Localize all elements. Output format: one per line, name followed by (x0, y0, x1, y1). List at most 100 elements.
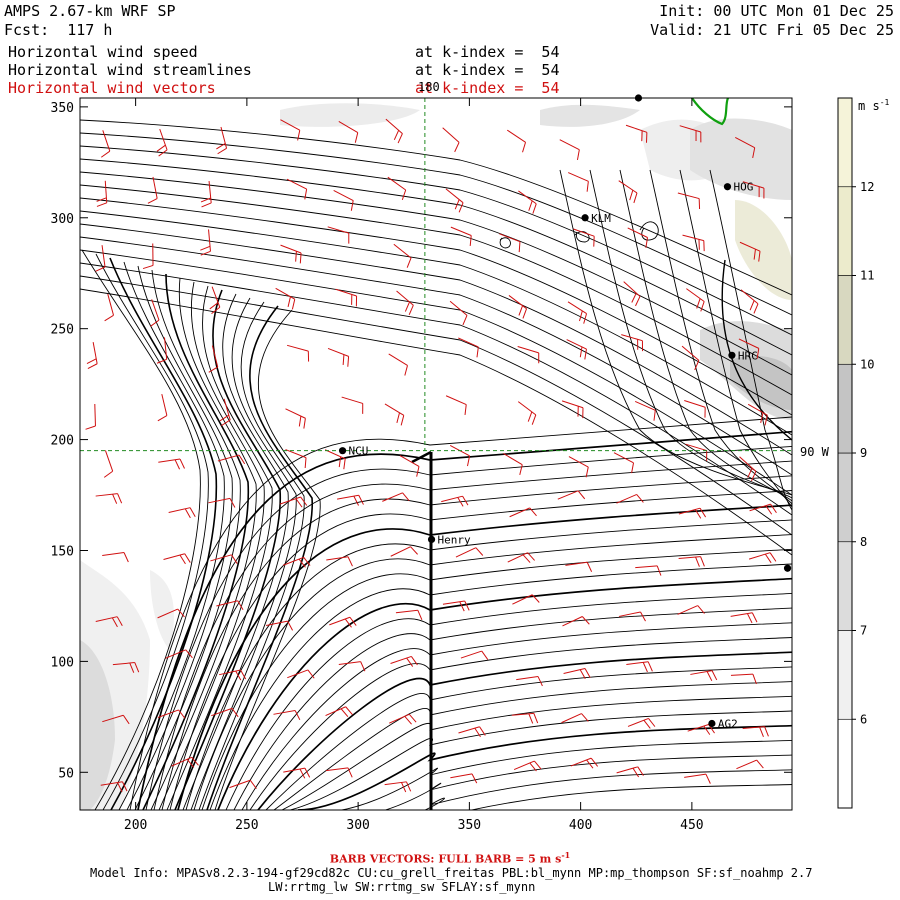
streamline-south-15 (249, 637, 792, 810)
barb-shaft (388, 353, 408, 366)
barb-shaft (94, 404, 96, 427)
barb-flag (648, 718, 656, 727)
wind-barb (677, 192, 701, 210)
barb-flag (134, 662, 140, 673)
wind-barb (142, 243, 154, 270)
barb-shaft (509, 507, 530, 518)
barb-flag (200, 197, 211, 203)
barb-flag (104, 314, 114, 322)
barb-shaft (285, 408, 306, 419)
barb-shaft (335, 288, 357, 297)
barb-flag (469, 235, 472, 246)
streamline-south-1 (137, 430, 792, 810)
barb-flag (191, 756, 199, 766)
barb-flag (157, 415, 168, 422)
barb-shaft (333, 190, 354, 201)
speed-shade-4 (730, 355, 792, 410)
barb-shaft (458, 726, 480, 734)
wind-barb (150, 299, 160, 327)
barb-flag (401, 782, 407, 793)
barb-shaft (107, 293, 114, 316)
streamline-west-0 (81, 249, 201, 810)
barb-flag (706, 671, 713, 682)
colorbar-frame (837, 97, 853, 809)
wind-barb (390, 546, 418, 557)
wind-barb (507, 552, 535, 563)
wind-barb (450, 773, 478, 784)
streamline-west-4 (126, 265, 233, 810)
map-overlay (80, 98, 792, 452)
barb-shaft (208, 181, 212, 204)
wind-barb (570, 757, 599, 769)
barb-flag (629, 190, 634, 201)
barb-shaft (616, 494, 637, 504)
barb-flag (304, 767, 311, 778)
wind-barb (165, 649, 193, 659)
streamline-south-24 (322, 769, 792, 810)
barb-shaft (511, 712, 534, 716)
barb-flag (583, 313, 588, 324)
streamline-east-5 (709, 169, 792, 511)
barb-flag (404, 301, 410, 312)
barb-flag (393, 130, 400, 141)
barb-flag (527, 411, 533, 422)
colorbar-bin (837, 97, 853, 188)
colorbar-label: 10 (860, 357, 874, 371)
x-tick-label: 250 (235, 818, 258, 833)
barb-flag (304, 189, 308, 200)
valid-time: Valid: 21 UTC Fri 05 Dec 25 (650, 21, 894, 39)
barb-flag (211, 306, 221, 315)
wind-barb (390, 655, 418, 667)
barb-flag (474, 727, 481, 738)
barb-flag (404, 715, 412, 725)
streamline-north-2 (80, 145, 792, 336)
barb-shaft (508, 295, 527, 310)
wind-barbs (85, 118, 777, 793)
wind-barb (681, 345, 700, 371)
barb-flag (184, 553, 191, 563)
barb-flag (298, 416, 302, 427)
barb-flag (705, 773, 711, 784)
barb-shaft (326, 556, 349, 561)
barb-shaft (458, 337, 479, 348)
wind-barb (217, 454, 246, 465)
barb-flag (121, 781, 128, 792)
speed-shade-1 (80, 640, 115, 810)
barb-flag (142, 264, 154, 270)
barb-flag (404, 365, 408, 376)
barb-shaft (102, 130, 111, 152)
barb-flag (200, 245, 211, 251)
barb-shaft (449, 300, 468, 316)
barb-shaft (565, 561, 588, 566)
barb-shaft (273, 709, 296, 715)
colorbar-bin (837, 363, 853, 454)
streamline-west-9 (166, 285, 273, 810)
barb-flag (586, 759, 594, 769)
barb-shaft (393, 243, 412, 259)
barb-shaft (102, 714, 124, 723)
wind-barb (517, 401, 537, 425)
barb-shaft (100, 781, 123, 786)
colorbar-bin (837, 452, 853, 543)
colorbar-bin (837, 718, 853, 809)
wind-barb (156, 337, 168, 364)
wind-barb (739, 241, 761, 262)
barb-flag (531, 414, 537, 425)
wind-barb (460, 650, 489, 660)
barb-flag (481, 650, 489, 660)
wind-barb (325, 706, 353, 718)
wind-barb (445, 188, 464, 213)
streamline-west-2 (109, 257, 218, 810)
wind-barb (618, 611, 646, 622)
wind-barb (730, 673, 757, 685)
barb-flag (711, 670, 718, 681)
barb-shaft (223, 398, 231, 421)
barb-shaft (163, 337, 168, 360)
barb-shaft (338, 661, 361, 666)
wind-barb (748, 552, 777, 564)
streamline-south-0 (129, 416, 792, 810)
barb-shaft (287, 669, 309, 679)
streamline-south-3 (153, 460, 792, 810)
barb-flag (96, 197, 107, 202)
wind-barb (209, 286, 221, 315)
